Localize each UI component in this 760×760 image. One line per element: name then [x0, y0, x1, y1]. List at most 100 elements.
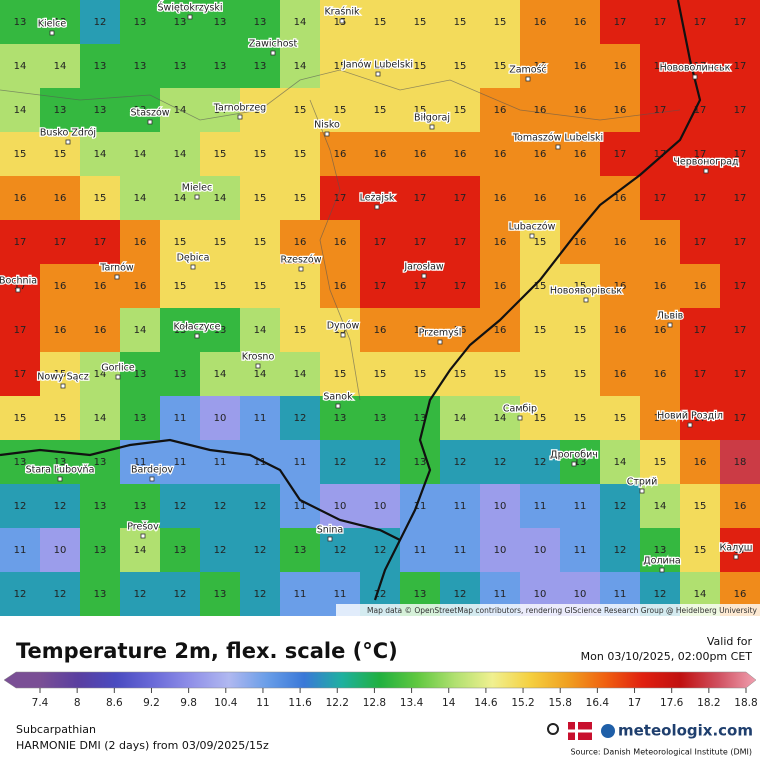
temperature-value: 17	[654, 17, 667, 28]
temperature-value: 13	[294, 545, 307, 556]
legend-tick-label: 11.6	[288, 697, 312, 709]
temperature-cell	[160, 352, 201, 397]
city-label: Janów Lubelski	[342, 60, 413, 71]
temperature-cell	[480, 44, 521, 89]
temperature-value: 13	[174, 369, 187, 380]
city-label: Новояворівськ	[550, 286, 623, 297]
border-line	[0, 438, 401, 541]
temperature-value: 15	[214, 281, 227, 292]
temperature-cell	[640, 88, 681, 133]
temperature-value: 12	[174, 501, 187, 512]
temperature-value: 16	[654, 369, 667, 380]
temperature-cell	[400, 352, 441, 397]
brand[interactable]: meteologix.com	[618, 722, 753, 740]
city-label: Staszów	[130, 108, 169, 119]
temperature-cell	[120, 132, 161, 177]
temperature-value: 15	[654, 457, 667, 468]
temperature-value: 13	[214, 17, 227, 28]
temperature-value: 15	[374, 105, 387, 116]
temperature-value: 14	[294, 61, 307, 72]
temperature-cell	[400, 308, 441, 353]
temperature-value: 13	[254, 61, 267, 72]
temperature-cell	[640, 176, 681, 221]
temperature-cell	[560, 44, 601, 89]
city-dot	[237, 114, 243, 120]
city-dot	[529, 233, 535, 239]
temperature-cell	[200, 176, 241, 221]
temperature-value: 12	[174, 589, 187, 600]
temperature-value: 13	[94, 589, 107, 600]
temperature-value: 12	[454, 457, 467, 468]
temperature-value: 15	[54, 413, 67, 424]
temperature-cell	[280, 440, 321, 485]
temperature-cell	[560, 308, 601, 353]
temperature-cell	[120, 176, 161, 221]
temperature-value: 16	[694, 457, 707, 468]
city-dot	[703, 168, 709, 174]
city-dot	[692, 74, 698, 80]
temperature-cell	[280, 264, 321, 309]
search-icon[interactable]	[547, 723, 559, 735]
temperature-cell	[200, 264, 241, 309]
temperature-cell	[520, 176, 561, 221]
city-label: Lubaczów	[509, 222, 556, 233]
temperature-cell	[40, 528, 81, 573]
temperature-value: 12	[374, 545, 387, 556]
temperature-cell	[40, 44, 81, 89]
legend-tick-label: 9.8	[180, 697, 197, 709]
temperature-cell	[280, 0, 321, 45]
temperature-cell	[320, 176, 361, 221]
temperature-value: 14	[294, 17, 307, 28]
temperature-cell	[520, 132, 561, 177]
temperature-value: 17	[374, 237, 387, 248]
city-dot	[15, 287, 21, 293]
temperature-cell	[520, 88, 561, 133]
temperature-cell	[720, 44, 760, 89]
temperature-value: 13	[94, 105, 107, 116]
temperature-value: 12	[134, 589, 147, 600]
legend-tick-label: 17.6	[660, 697, 684, 709]
temperature-cell	[200, 44, 241, 89]
temperature-cell	[720, 352, 760, 397]
city-label: Bochnia	[0, 276, 37, 287]
temperature-value: 17	[14, 281, 27, 292]
province-lines	[0, 69, 681, 401]
temperature-cell	[320, 352, 361, 397]
temperature-value: 17	[734, 149, 747, 160]
temperature-value: 17	[374, 193, 387, 204]
temperature-value: 17	[414, 193, 427, 204]
temperature-cell	[0, 264, 41, 309]
temperature-value: 13	[414, 413, 427, 424]
temperature-value: 15	[694, 501, 707, 512]
temperature-cell	[320, 396, 361, 441]
temperature-cell	[200, 572, 241, 617]
temperature-value: 16	[334, 149, 347, 160]
logo-icon	[601, 724, 615, 738]
legend-tick-label: 18.2	[697, 697, 720, 709]
city-label: Tomaszów Lubelski	[512, 133, 603, 144]
city-label: Snina	[317, 525, 344, 536]
temperature-cell	[200, 88, 241, 133]
region: Subcarpathian	[16, 723, 96, 736]
temperature-cell	[360, 0, 401, 45]
temperature-cell	[600, 0, 641, 45]
temperature-cell	[480, 0, 521, 45]
temperature-value: 13	[334, 413, 347, 424]
legend-tick-label: 7.4	[32, 697, 49, 709]
title: Temperature 2m, flex. scale (°C)	[16, 639, 398, 663]
temperature-value: 13	[134, 369, 147, 380]
temperature-value: 16	[374, 325, 387, 336]
temperature-cell	[600, 528, 641, 573]
temperature-cell	[160, 0, 201, 45]
city-dot	[421, 273, 427, 279]
temperature-value: 15	[694, 545, 707, 556]
temperature-value: 13	[174, 325, 187, 336]
temperature-value: 16	[654, 325, 667, 336]
temperature-cell	[560, 484, 601, 529]
temperature-cell	[80, 308, 121, 353]
temperature-value: 10	[494, 501, 507, 512]
city-dot	[49, 30, 55, 36]
temperature-value: 16	[494, 105, 507, 116]
temperature-value: 18	[734, 457, 747, 468]
